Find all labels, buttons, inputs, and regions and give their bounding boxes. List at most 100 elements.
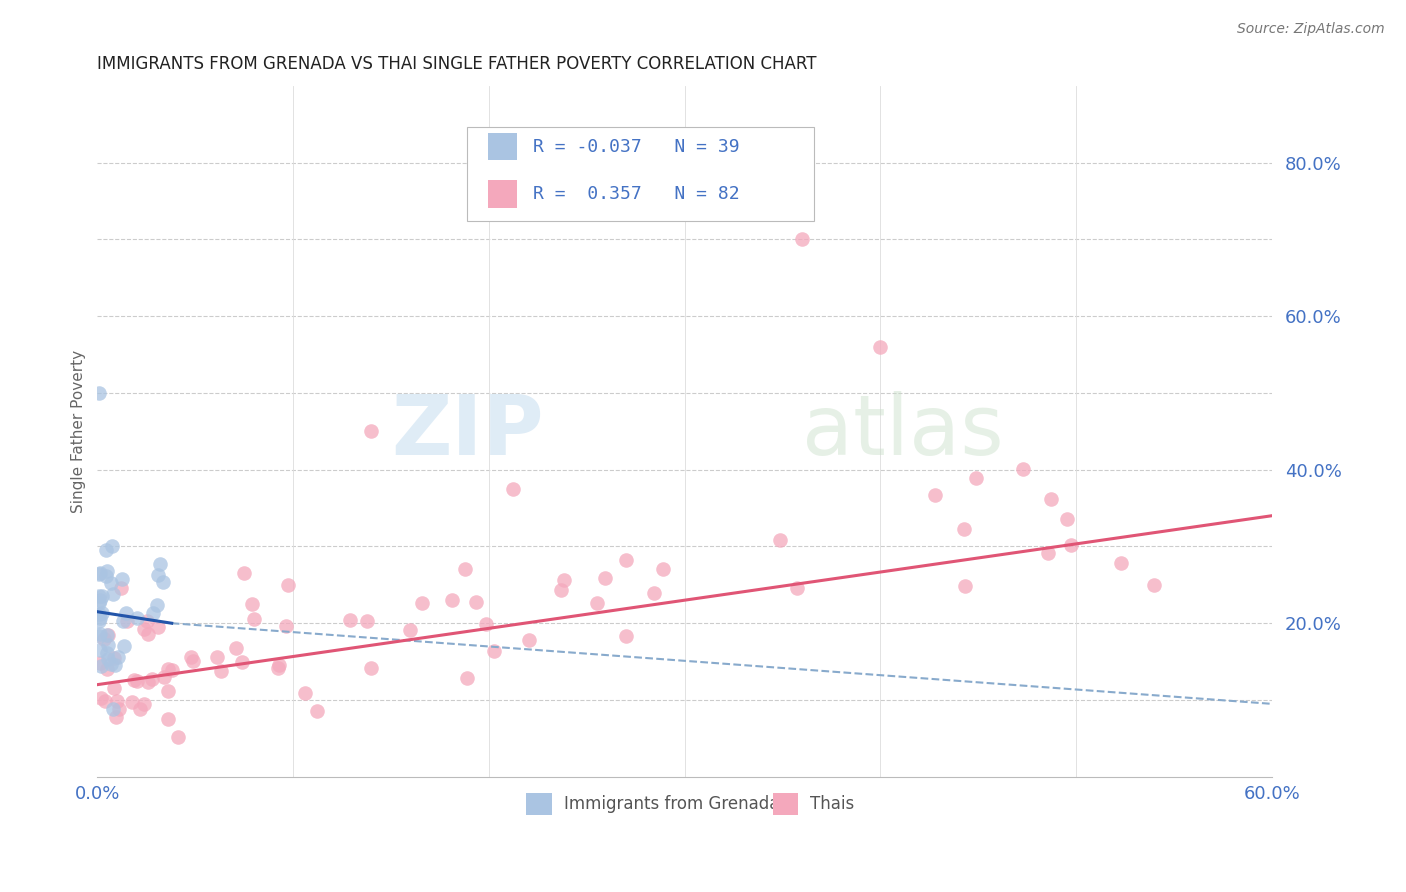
Point xyxy=(156,684,179,698)
Point xyxy=(157,662,180,676)
Text: Source: ZipAtlas.com: Source: ZipAtlas.com xyxy=(1237,22,1385,37)
Point xyxy=(1056,512,1078,526)
Point xyxy=(586,595,609,609)
Point xyxy=(94,569,117,583)
Point xyxy=(125,611,148,625)
Point xyxy=(136,627,159,641)
Point xyxy=(89,607,111,621)
Point xyxy=(89,596,111,610)
Point xyxy=(110,582,132,596)
Point xyxy=(103,651,125,665)
Point xyxy=(180,649,202,664)
Bar xyxy=(773,793,799,814)
Point xyxy=(121,695,143,709)
Point xyxy=(643,586,665,600)
Point xyxy=(786,581,808,595)
Point xyxy=(125,674,148,689)
Point xyxy=(356,614,378,628)
Point xyxy=(953,522,976,536)
Point xyxy=(1109,556,1132,570)
Point xyxy=(955,579,977,593)
Point xyxy=(465,595,488,609)
Bar xyxy=(488,180,516,208)
Point xyxy=(240,597,263,611)
Point xyxy=(790,232,813,246)
Point xyxy=(136,614,159,628)
Y-axis label: Single Father Poverty: Single Father Poverty xyxy=(72,350,86,513)
Point xyxy=(339,613,361,627)
Point xyxy=(96,662,118,676)
Text: Thais: Thais xyxy=(810,795,855,813)
Point xyxy=(274,619,297,633)
Point xyxy=(769,533,792,547)
Point xyxy=(399,623,422,637)
Point xyxy=(652,561,675,575)
Point xyxy=(129,702,152,716)
Point xyxy=(96,628,118,642)
Bar xyxy=(488,133,516,161)
Point xyxy=(96,564,118,578)
Text: R =  0.357   N = 82: R = 0.357 N = 82 xyxy=(533,186,740,203)
Point xyxy=(232,566,254,581)
Point xyxy=(157,712,180,726)
Point xyxy=(90,589,112,603)
Point xyxy=(519,632,541,647)
Point xyxy=(231,655,253,669)
Point xyxy=(89,589,111,603)
Point xyxy=(1039,491,1062,506)
Point xyxy=(149,557,172,571)
Point xyxy=(89,567,111,582)
Point xyxy=(142,606,165,620)
Point xyxy=(614,553,637,567)
Point xyxy=(1143,578,1166,592)
Point xyxy=(965,471,987,485)
Point xyxy=(146,567,169,582)
Point xyxy=(108,702,131,716)
Point xyxy=(97,628,120,642)
Point xyxy=(360,661,382,675)
Point xyxy=(146,598,169,612)
Point xyxy=(90,659,112,673)
Point xyxy=(89,656,111,670)
Point xyxy=(160,663,183,677)
Point xyxy=(924,488,946,502)
Point xyxy=(115,614,138,628)
Point xyxy=(205,649,228,664)
Point xyxy=(411,596,433,610)
Point xyxy=(93,632,115,646)
Point xyxy=(550,582,572,597)
Point xyxy=(152,670,174,684)
Point xyxy=(294,686,316,700)
Point xyxy=(91,606,114,620)
Point xyxy=(454,562,477,576)
Point xyxy=(167,731,190,745)
Point xyxy=(616,630,638,644)
Point xyxy=(104,658,127,673)
Point xyxy=(112,615,135,629)
Point xyxy=(105,710,128,724)
Point xyxy=(101,587,124,601)
Point xyxy=(107,650,129,665)
Point xyxy=(96,638,118,652)
FancyBboxPatch shape xyxy=(467,128,814,220)
Point xyxy=(89,629,111,643)
Text: ZIP: ZIP xyxy=(391,391,544,472)
Point xyxy=(90,691,112,706)
Text: Immigrants from Grenada: Immigrants from Grenada xyxy=(564,795,779,813)
Point xyxy=(94,694,117,708)
Point xyxy=(502,482,524,496)
Point xyxy=(97,652,120,666)
Point xyxy=(482,644,505,658)
Point xyxy=(111,572,134,586)
Point xyxy=(1060,538,1083,552)
Text: atlas: atlas xyxy=(801,391,1004,472)
Point xyxy=(136,674,159,689)
Point xyxy=(456,672,478,686)
Point xyxy=(112,639,135,653)
Point xyxy=(107,694,129,708)
Point xyxy=(1012,461,1035,475)
Point xyxy=(152,574,174,589)
Point xyxy=(89,385,111,400)
Bar xyxy=(526,793,551,814)
Point xyxy=(243,612,266,626)
